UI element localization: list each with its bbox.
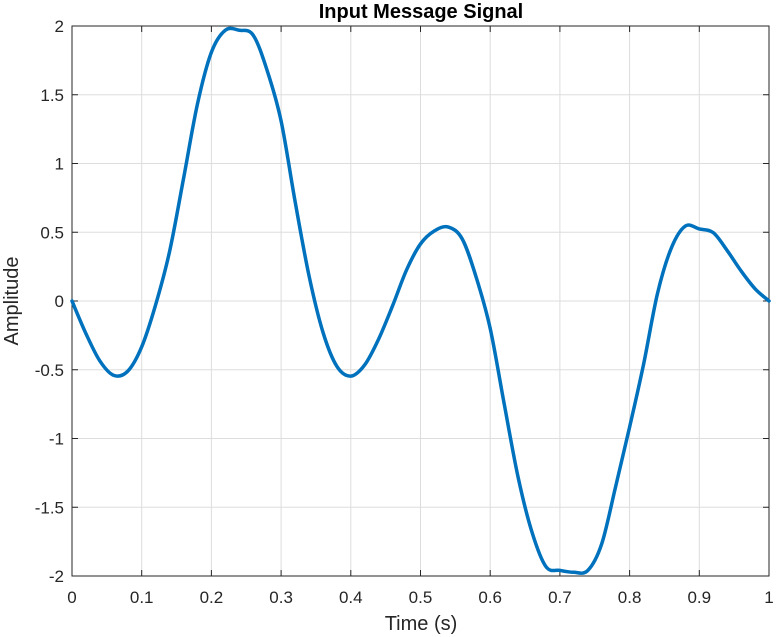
- y-tick-label: -2: [49, 567, 64, 586]
- y-tick-label: -1: [49, 430, 64, 449]
- y-tick-label: 2: [55, 17, 64, 36]
- y-tick-label: 1.5: [40, 86, 64, 105]
- x-tick-label: 0.4: [339, 588, 363, 607]
- y-tick-label: 0.5: [40, 223, 64, 242]
- y-tick-label: 0: [55, 292, 64, 311]
- y-axis-label: Amplitude: [1, 257, 23, 346]
- axis-ticks: [71, 25, 770, 577]
- chart-title: Input Message Signal: [319, 1, 523, 23]
- x-tick-label: 0.1: [130, 588, 154, 607]
- x-tick-label: 0.5: [409, 588, 433, 607]
- x-tick-label: 0.3: [269, 588, 293, 607]
- x-tick-labels: 0 0.1 0.2 0.3 0.4 0.5 0.6 0.7 0.8 0.9 1: [67, 588, 773, 607]
- x-tick-label: 0.9: [687, 588, 711, 607]
- y-tick-label: -1.5: [35, 498, 64, 517]
- x-tick-label: 0.2: [200, 588, 224, 607]
- x-tick-label: 0.6: [478, 588, 502, 607]
- y-tick-label: 1: [55, 155, 64, 174]
- x-tick-label: 1: [764, 588, 773, 607]
- x-tick-label: 0.7: [548, 588, 572, 607]
- x-tick-label: 0: [67, 588, 76, 607]
- y-tick-labels: -2 -1.5 -1 -0.5 0 0.5 1 1.5 2: [35, 17, 64, 586]
- series-line: [70, 26, 771, 575]
- y-tick-label: -0.5: [35, 361, 64, 380]
- x-axis-label: Time (s): [385, 613, 458, 635]
- x-tick-label: 0.8: [618, 588, 642, 607]
